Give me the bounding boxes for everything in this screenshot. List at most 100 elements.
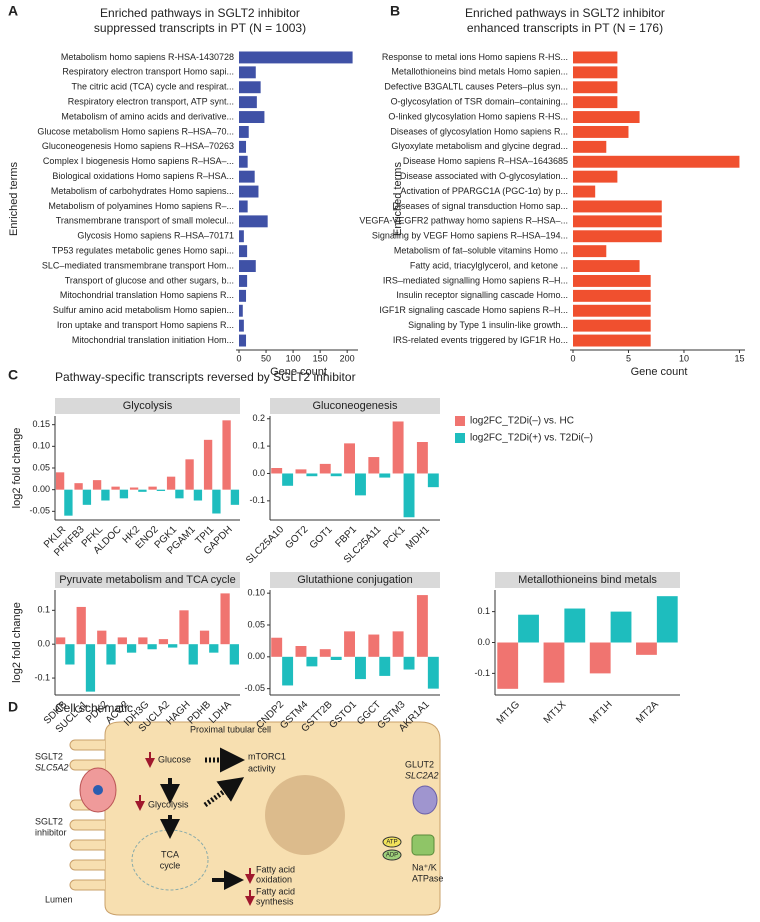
bar <box>573 260 640 273</box>
y-tick-label: Mitochondrial translation Homo sapiens R… <box>60 290 234 300</box>
x-axis-label: Gene count <box>631 366 688 378</box>
bar <box>330 473 342 477</box>
y-tick-label: -0.05 <box>244 683 265 693</box>
schematic-label: ATP <box>386 840 397 846</box>
bar <box>239 81 261 94</box>
bar <box>239 66 256 79</box>
bar <box>573 155 740 168</box>
y-axis-label: Enriched terms <box>8 162 20 236</box>
y-tick-label: Metabolism of amino acids and derivative… <box>61 111 234 121</box>
legend-label: log2FC_T2Di(+) vs. T2Di(–) <box>470 433 593 444</box>
bar <box>271 637 283 657</box>
x-tick-label: PCK1 <box>381 524 408 551</box>
schematic-label: SGLT2 <box>35 751 63 761</box>
y-tick-label: -0.1 <box>34 672 50 682</box>
bar <box>239 245 248 258</box>
bar <box>392 421 404 474</box>
schematic-label: oxidation <box>256 874 292 884</box>
bar <box>573 140 607 153</box>
bar <box>306 656 318 667</box>
bar <box>138 489 147 492</box>
y-tick-label: Glycosis Homo sapiens R–HSA–70171 <box>77 231 234 241</box>
legend-label: log2FC_T2Di(–) vs. HC <box>470 416 574 427</box>
x-tick-label: MT1H <box>588 699 615 726</box>
schematic-label: SGLT2 <box>35 816 63 826</box>
y-tick-label: Mitochondrial translation initiation Hom… <box>72 335 234 345</box>
bar <box>330 656 342 660</box>
facet-strip <box>270 398 440 414</box>
x-tick-label: 200 <box>340 353 355 363</box>
y-tick-label: TP53 regulates metabolic genes Homo sapi… <box>52 246 234 256</box>
bar <box>111 486 120 490</box>
bar <box>220 593 230 645</box>
bar <box>416 595 428 657</box>
bar <box>64 489 73 516</box>
bar <box>239 304 243 317</box>
facet-strip <box>270 572 440 588</box>
chart-title: suppressed transcripts in PT (N = 1003) <box>94 21 306 35</box>
bar <box>65 644 75 665</box>
x-tick-label: MT2A <box>634 699 661 726</box>
x-tick-label: 5 <box>626 353 631 363</box>
bar <box>573 111 640 124</box>
y-tick-label: Metabolism of carbohydrates Homo sapiens… <box>51 186 234 196</box>
bar <box>239 319 244 332</box>
bar <box>85 644 96 692</box>
x-tick-label: GOT2 <box>283 524 310 551</box>
x-tick-label: MDH1 <box>404 524 432 552</box>
bar <box>518 614 539 643</box>
x-tick-label: 0 <box>236 353 241 363</box>
y-tick-label: Transmembrane transport of small molecul… <box>56 216 234 226</box>
schematic-label: Na⁺/K <box>412 862 437 872</box>
bar <box>129 487 139 490</box>
schematic-label: inhibitor <box>35 827 67 837</box>
bar <box>319 463 331 474</box>
bar <box>193 489 203 501</box>
bar <box>138 637 148 645</box>
facet-strip <box>55 572 240 588</box>
chart-title: Metallothioneins bind metals <box>518 574 657 586</box>
y-tick-label: Biological oxidations Homo sapiens R–HSA… <box>52 171 234 181</box>
section-title: Pathway-specific transcripts reversed by… <box>55 370 356 384</box>
bar <box>175 489 184 499</box>
bar <box>239 200 248 213</box>
bar <box>203 439 213 490</box>
bar <box>168 644 178 648</box>
y-tick-label: 0.10 <box>247 588 265 598</box>
schematic-label: SLC5A2 <box>35 762 69 772</box>
y-tick-label: 0.10 <box>32 441 50 451</box>
schematic-label: cycle <box>160 860 181 870</box>
bar <box>306 473 318 477</box>
bar <box>543 642 565 683</box>
y-tick-label: VEGFA-VEGFR2 pathway homo sapiens R–HSA–… <box>359 216 568 226</box>
bar <box>573 51 618 64</box>
x-tick-label: GOT1 <box>308 524 335 551</box>
bar <box>573 274 651 287</box>
y-tick-label: Metallothioneins bind metals Homo sapien… <box>391 67 568 77</box>
bar <box>55 472 65 490</box>
y-tick-label: Disease Homo sapiens R–HSA–1643685 <box>403 156 568 166</box>
y-tick-label: Diseases of glycosylation Homo sapiens R… <box>390 126 568 136</box>
bar <box>564 608 586 643</box>
y-tick-label: IRS-related events triggered by IGF1R Ho… <box>393 335 568 345</box>
bar <box>344 631 355 657</box>
bar <box>573 245 607 258</box>
bar <box>573 304 651 317</box>
bar <box>656 596 678 643</box>
y-tick-label: Glucose metabolism Homo sapiens R–HSA–70… <box>37 126 234 136</box>
bar <box>573 319 651 332</box>
bar <box>209 644 219 653</box>
y-tick-label: Iron uptake and transport Homo sapiens R… <box>57 320 234 330</box>
y-tick-label: -0.05 <box>29 506 50 516</box>
facet-strip <box>55 398 240 414</box>
panel-letter: B <box>390 3 400 19</box>
bar <box>239 334 247 347</box>
bar <box>379 473 391 478</box>
y-tick-label: 0.0 <box>37 639 50 649</box>
schematic-label: Fatty acid <box>256 864 295 874</box>
nucleus <box>265 775 345 855</box>
y-tick-label: 0.1 <box>477 606 490 616</box>
y-tick-label: Glyoxylate metabolism and glycine degrad… <box>391 141 568 151</box>
legend-swatch <box>455 416 465 426</box>
